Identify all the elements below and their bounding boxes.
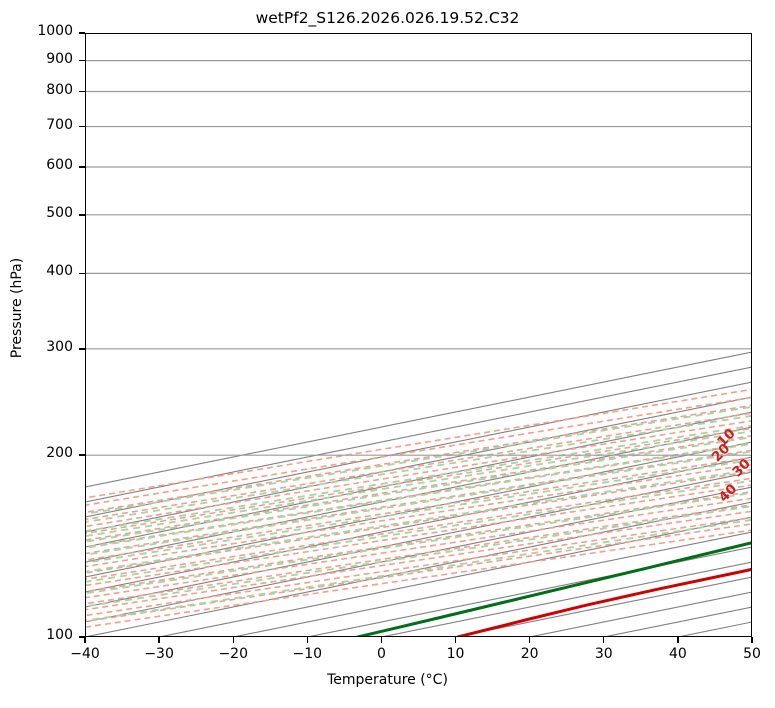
y-tick-label: 400	[46, 263, 73, 280]
moist-adiabat-line	[85, 436, 752, 543]
x-tick-mark	[232, 637, 234, 643]
y-tick-label: 800	[46, 81, 73, 98]
dry-adiabat-line	[85, 497, 752, 599]
isotherm-line	[307, 546, 752, 637]
x-tick-label: 50	[743, 646, 761, 662]
dry-adiabat-line	[85, 463, 752, 568]
x-tick-mark	[677, 637, 679, 643]
dry-adiabat-line	[85, 529, 752, 628]
isotherm-line	[603, 606, 752, 637]
isotherm-line	[85, 351, 752, 488]
dry-adiabat-line	[85, 442, 752, 548]
moist-adiabat-line	[85, 518, 752, 622]
y-tick-mark	[79, 214, 85, 216]
y-tick-label: 200	[46, 445, 73, 462]
dry-adiabat-line	[85, 434, 752, 542]
background-lines	[85, 351, 752, 637]
dry-adiabat-line	[85, 510, 752, 611]
dry-adiabat-line	[85, 477, 752, 581]
y-tick-mark	[79, 32, 85, 34]
y-tick-mark	[79, 636, 85, 638]
x-tick-label: 40	[668, 646, 687, 662]
isotherm-line	[381, 561, 752, 637]
dry-adiabat-line	[85, 449, 752, 555]
dry-adiabat-line	[85, 419, 752, 528]
dry-adiabat-line	[85, 396, 752, 507]
moist-adiabat-line	[85, 424, 752, 533]
moist-adiabat-label: 30	[729, 456, 752, 481]
plot-area: -100-90-80-70-60-50-40-30-20-1010203040	[85, 33, 752, 637]
x-tick-label: 20	[520, 646, 539, 662]
moist-adiabat-line	[85, 505, 752, 608]
x-tick-label: 30	[594, 646, 613, 662]
dry-adiabat-line	[85, 427, 752, 535]
dry-adiabat-line	[85, 490, 752, 593]
y-tick-label: 900	[46, 50, 73, 67]
isotherm-line	[85, 501, 752, 637]
moist-adiabat-line	[85, 430, 752, 538]
y-tick-mark	[79, 166, 85, 168]
dry-adiabat-line	[85, 470, 752, 574]
moist-adiabat-line	[85, 491, 752, 595]
y-tick-label: 500	[46, 204, 73, 221]
dry-adiabat-line	[85, 456, 752, 561]
x-tick-label: −40	[70, 646, 100, 662]
x-tick-label: −30	[144, 646, 174, 662]
x-tick-label: 10	[446, 646, 465, 662]
moist-adiabat-line	[85, 442, 752, 549]
dry-adiabat-line	[85, 504, 752, 605]
dry-adiabat-line	[85, 516, 752, 617]
moist-adiabat-line	[85, 459, 752, 564]
isotherm-line	[159, 516, 752, 637]
moist-adiabat-line	[85, 405, 752, 515]
isotherm-line	[85, 411, 752, 548]
moist-adiabat-line	[85, 414, 752, 524]
y-tick-mark	[79, 59, 85, 62]
dry-adiabat-line	[85, 523, 752, 623]
isotherm-line	[85, 381, 752, 518]
x-tick-label: −20	[218, 646, 248, 662]
isotherm-line	[85, 396, 752, 533]
x-tick-mark	[751, 637, 753, 643]
isotherm-line	[233, 531, 752, 637]
x-tick-mark	[528, 637, 531, 643]
moist-adiabat-line	[85, 479, 752, 583]
y-tick-mark	[79, 348, 85, 350]
y-tick-label: 100	[46, 627, 73, 643]
isotherm-line	[455, 576, 752, 637]
y-tick-mark	[79, 90, 85, 93]
isotherm-line	[85, 456, 752, 593]
y-tick-label: 300	[46, 338, 73, 355]
x-tick-mark	[306, 637, 309, 643]
dry-adiabat-line	[85, 388, 752, 499]
moist-adiabat-line	[85, 468, 752, 573]
dry-adiabat-line	[85, 404, 752, 514]
isotherm-line	[85, 471, 752, 608]
y-tick-mark	[79, 125, 85, 128]
dry-adiabat-line	[85, 412, 752, 521]
x-tick-label: −10	[292, 646, 323, 662]
y-tick-label: 1000	[37, 23, 73, 39]
skewt-svg: -100-90-80-70-60-50-40-30-20-1010203040	[85, 33, 752, 637]
dry-adiabat-line	[85, 484, 752, 587]
x-tick-mark	[454, 637, 457, 643]
x-tick-label: 0	[376, 646, 386, 662]
pressure-gridlines	[85, 33, 752, 637]
y-tick-label: 600	[46, 156, 73, 173]
isotherm-line	[85, 426, 752, 563]
y-tick-mark	[79, 454, 85, 456]
y-tick-label: 700	[46, 116, 73, 133]
isotherm-line	[85, 486, 752, 623]
chart-title: wetPf2_S126.2026.026.19.52.C32	[255, 9, 520, 27]
x-axis-label: Temperature (°C)	[327, 672, 448, 688]
isotherm-line	[85, 366, 752, 503]
isotherm-line	[85, 441, 752, 578]
x-tick-mark	[380, 637, 383, 643]
y-tick-mark	[79, 272, 85, 275]
moist-adiabat-line	[85, 450, 752, 556]
x-tick-mark	[84, 637, 86, 643]
x-tick-mark	[158, 637, 160, 643]
x-tick-mark	[603, 637, 605, 643]
